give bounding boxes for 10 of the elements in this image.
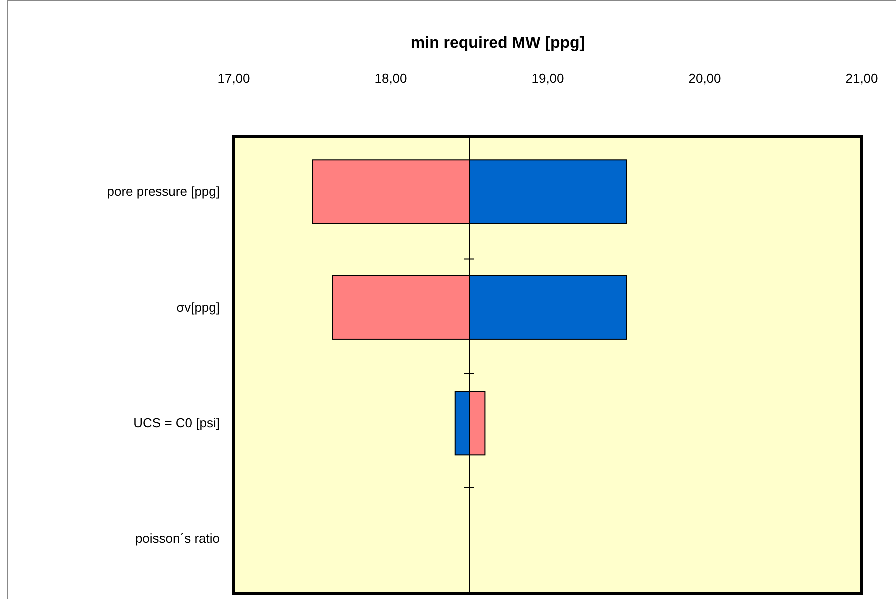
y-tick-label: UCS = C0 [psi]: [134, 416, 220, 431]
x-tick-label: 18,00: [374, 71, 408, 86]
y-tick-label: pore pressure [ppg]: [107, 184, 220, 200]
x-tick-label: 19,00: [532, 71, 564, 86]
chart-title: min required MW [ppg]: [410, 35, 586, 52]
x-tick-label: 17,00: [218, 71, 250, 86]
y-tick-label: σv[ppg]: [176, 300, 220, 315]
x-tick-label: 21,00: [846, 71, 878, 86]
x-tick-label: 20,00: [688, 71, 722, 86]
y-tick-label: poisson´s ratio: [135, 531, 220, 546]
